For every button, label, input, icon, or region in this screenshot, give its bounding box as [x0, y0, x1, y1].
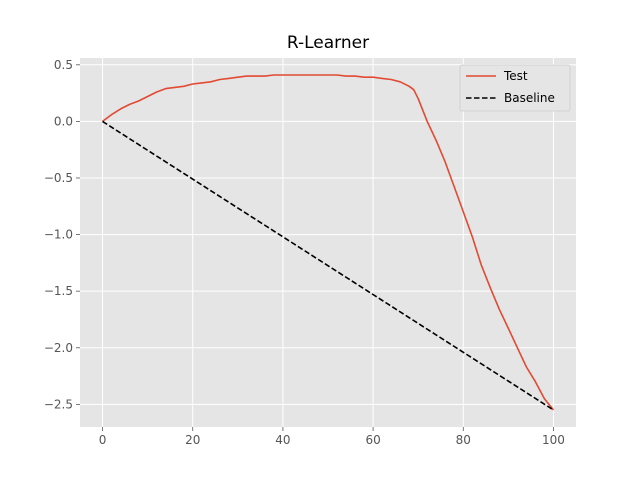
chart-title: R-Learner [287, 33, 369, 53]
grid-lines [80, 58, 576, 427]
series-lines [102, 74, 555, 411]
x-tick-label: 20 [185, 433, 200, 447]
y-tick-label: −1.0 [44, 228, 73, 242]
y-tick-label: −2.0 [44, 341, 73, 355]
legend-label-test: Test [503, 69, 528, 83]
y-tick-label: 0.5 [54, 58, 73, 72]
plot-area [80, 58, 576, 427]
y-tick-label: −1.5 [44, 284, 73, 298]
x-tick-label: 60 [365, 433, 380, 447]
legend: Test Baseline [459, 64, 571, 112]
x-tick-label: 80 [456, 433, 471, 447]
x-tick-label: 40 [275, 433, 290, 447]
y-tick-label: −2.5 [44, 397, 73, 411]
series-line-baseline [102, 120, 554, 411]
series-line-test [102, 74, 555, 411]
y-tick-label: −0.5 [44, 171, 73, 185]
x-tick-label: 0 [99, 433, 107, 447]
x-tick-label: 100 [542, 433, 565, 447]
y-tick-label: 0.0 [54, 114, 73, 128]
axis-ticks: 0 20 40 60 80 100 0.5 0.0 −0.5 −1.0 −1.5 −2.0 −2.5 [44, 58, 565, 447]
legend-label-baseline: Baseline [504, 91, 555, 105]
